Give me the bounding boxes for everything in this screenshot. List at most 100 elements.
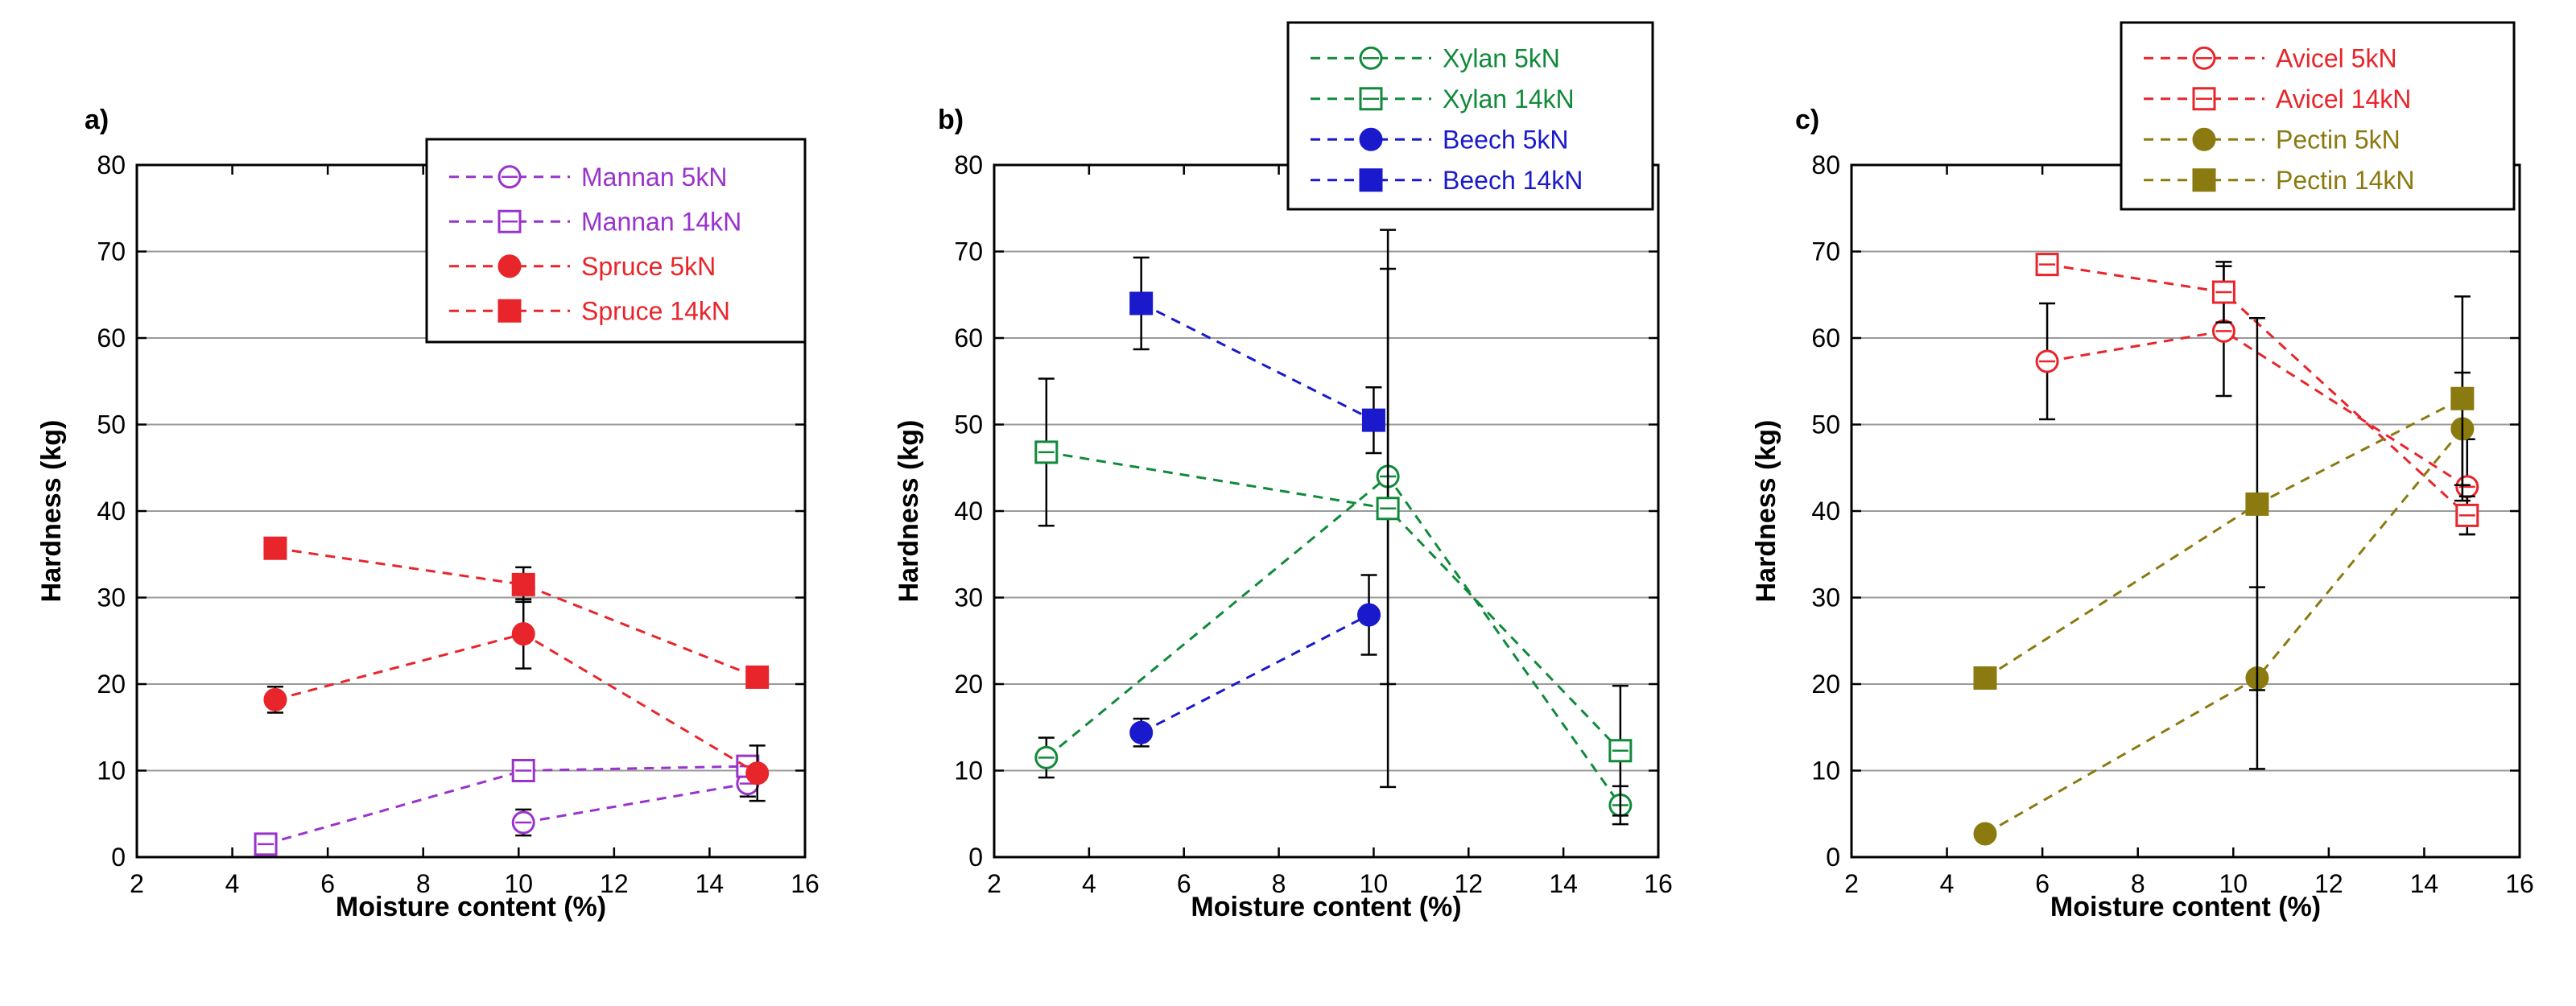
x-tick-label: 10: [1360, 869, 1389, 898]
x-tick-label: 6: [320, 869, 335, 898]
x-tick-label: 2: [1844, 869, 1859, 898]
legend-frame: [2120, 21, 2516, 211]
series-line: [1046, 451, 1621, 752]
legend-entry-spruce-5kn: Spruce 5kN: [449, 252, 716, 281]
x-tick-label: 6: [1177, 869, 1191, 898]
x-axis-title: Moisture content (%): [2050, 892, 2321, 922]
y-tick-label: 0: [111, 843, 126, 872]
y-tick-label: 30: [97, 583, 126, 612]
legend-label: Pectin 14kN: [2276, 166, 2415, 195]
y-tick-label: 70: [1811, 237, 1840, 266]
panel-letter: c): [1795, 105, 1819, 135]
y-tick-label: 60: [954, 324, 983, 353]
series-avicel-5kn: [2035, 265, 2479, 536]
y-tick-label: 80: [1811, 150, 1840, 179]
data-point: [1357, 603, 1381, 627]
y-tick-label: 80: [954, 150, 983, 179]
y-tick-label: 50: [954, 410, 983, 439]
legend-frame: [1286, 21, 1654, 211]
series-xylan-14kn: [1034, 229, 1633, 817]
y-tick-label: 70: [954, 237, 983, 266]
series-pectin-14kn: [1973, 295, 2475, 691]
data-point: [1129, 291, 1154, 315]
series-spruce-14kn: [263, 536, 770, 689]
legend: Mannan 5kN Mannan 14kN Spruce 5kN Spruce 14…: [425, 138, 807, 344]
y-tick-label: 40: [954, 497, 983, 526]
y-tick-label: 80: [97, 150, 126, 179]
data-point: [1973, 666, 1997, 690]
series-line: [522, 782, 749, 824]
x-tick-label: 2: [987, 869, 1001, 898]
x-tick-label: 4: [1082, 869, 1096, 898]
series-beech-5kn: [1129, 574, 1381, 748]
legend-entry-pectin-14kn: Pectin 14kN: [2144, 166, 2415, 195]
series-xylan-5kn: [1034, 267, 1633, 826]
x-tick-label: 14: [2410, 869, 2439, 898]
legend-label: Mannan 14kN: [581, 207, 741, 236]
y-tick-label: 0: [1826, 843, 1840, 872]
data-point: [2245, 492, 2269, 516]
data-point: [1973, 822, 1997, 846]
x-tick-label: 14: [696, 869, 724, 898]
x-axis-title: Moisture content (%): [1191, 892, 1461, 922]
x-tick-label: 16: [2505, 869, 2534, 898]
data-point: [1361, 408, 1385, 432]
series-line: [1984, 397, 2463, 679]
x-tick-label: 16: [1644, 869, 1673, 898]
series-line: [265, 765, 748, 846]
legend-entry-xylan-5kn: Xylan 5kN: [1311, 43, 1560, 72]
y-axis-title: Hardness (kg): [36, 420, 67, 603]
y-tick-label: 10: [954, 757, 983, 785]
y-tick-label: 10: [97, 757, 126, 785]
legend-marker: [1359, 127, 1383, 151]
y-tick-label: 30: [1811, 583, 1840, 612]
y-tick-label: 0: [968, 843, 983, 872]
y-axis-title: Hardness (kg): [894, 420, 924, 603]
chart-panel-2: 0 10 20 30 40 50 60 70 80 2 4 6 8 10 12 14 16 Moisture co…: [894, 21, 1673, 922]
x-tick-label: 12: [600, 869, 629, 898]
chart-panel-3: 0 10 20 30 40 50 60 70 80 2 4 6 8 10 12 14 16 Moisture co…: [1751, 21, 2534, 922]
legend-entry-spruce-14kn: Spruce 14kN: [449, 296, 730, 325]
data-point: [745, 761, 770, 785]
series-line: [2046, 329, 2468, 489]
legend-label: Beech 14kN: [1443, 166, 1583, 195]
legend-entry-pectin-5kn: Pectin 5kN: [2144, 125, 2401, 154]
legend-entry-avicel-5kn: Avicel 5kN: [2144, 43, 2397, 72]
y-tick-label: 70: [97, 237, 126, 266]
y-tick-label: 20: [954, 670, 983, 699]
y-tick-label: 20: [97, 670, 126, 699]
legend-entry-beech-5kn: Beech 5kN: [1311, 125, 1569, 154]
legend-label: Avicel 5kN: [2276, 43, 2397, 72]
x-tick-label: 10: [2219, 869, 2248, 898]
series-spruce-5kn: [263, 598, 770, 802]
legend-marker: [2192, 127, 2216, 151]
legend-marker: [2192, 168, 2216, 192]
panel-letter: b): [938, 105, 964, 135]
data-point: [1129, 720, 1154, 744]
x-tick-label: 2: [130, 869, 144, 898]
y-tick-label: 50: [1811, 410, 1840, 439]
x-tick-label: 6: [2035, 869, 2050, 898]
legend-label: Xylan 14kN: [1443, 85, 1575, 113]
chart-panel-1: 0 10 20 30 40 50 60 70 80 2 4 6 8 10 12 14 16 Moisture co…: [36, 105, 819, 922]
x-tick-label: 16: [791, 869, 819, 898]
legend-label: Pectin 5kN: [2276, 125, 2401, 154]
series-line: [1045, 474, 1622, 806]
series-beech-14kn: [1129, 256, 1385, 455]
data-point: [263, 687, 287, 711]
legend-label: Mannan 5kN: [581, 163, 727, 192]
y-tick-label: 50: [97, 410, 126, 439]
legend-marker: [497, 299, 522, 323]
x-tick-label: 4: [1940, 869, 1955, 898]
y-tick-label: 60: [97, 324, 126, 353]
y-tick-label: 20: [1811, 670, 1840, 699]
series-pectin-5kn: [1973, 371, 2475, 846]
data-point: [745, 665, 770, 689]
legend-marker: [1359, 168, 1383, 192]
x-tick-label: 8: [416, 869, 431, 898]
x-tick-label: 12: [1454, 869, 1483, 898]
y-tick-label: 30: [954, 583, 983, 612]
series-line: [2046, 263, 2468, 517]
series-line: [1141, 302, 1375, 422]
